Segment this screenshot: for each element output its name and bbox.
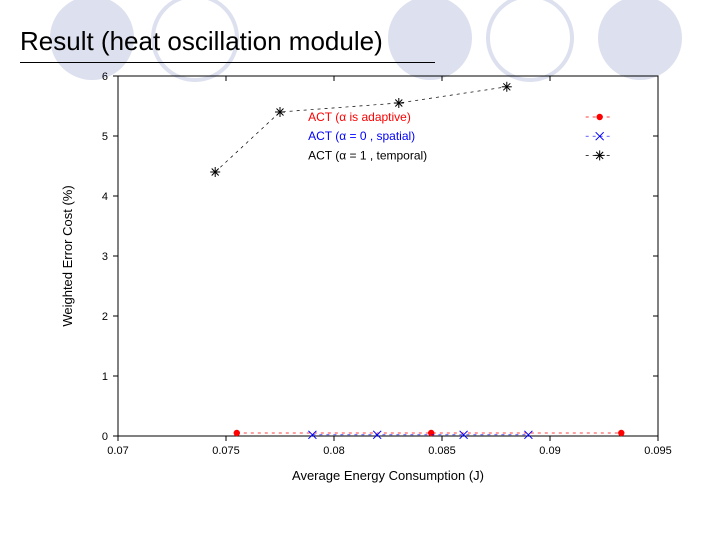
series bbox=[234, 430, 625, 436]
svg-text:Average Energy Consumption (J): Average Energy Consumption (J) bbox=[292, 468, 484, 483]
svg-text:4: 4 bbox=[102, 191, 108, 203]
chart-container: 0.07 0.075 0.08 0.085 0.09 0.095 0 1 2 3 4 5 6 Averag… bbox=[30, 66, 690, 506]
title-underline bbox=[20, 62, 435, 63]
svg-text:ACT (α = 0 , spatial): ACT (α = 0 , spatial) bbox=[308, 129, 415, 143]
svg-text:0.08: 0.08 bbox=[323, 445, 344, 457]
svg-text:5: 5 bbox=[102, 131, 108, 143]
svg-text:6: 6 bbox=[102, 71, 108, 83]
series bbox=[308, 431, 532, 439]
slide-title: Result (heat oscillation module) bbox=[20, 26, 383, 57]
svg-text:0.095: 0.095 bbox=[644, 445, 672, 457]
svg-text:Weighted Error Cost (%): Weighted Error Cost (%) bbox=[60, 185, 75, 326]
svg-text:ACT (α = 1 , temporal): ACT (α = 1 , temporal) bbox=[308, 148, 427, 162]
svg-text:2: 2 bbox=[102, 311, 108, 323]
chart-legend: ACT (α is adaptive) ACT (α = 0 , spatial)… bbox=[308, 110, 614, 162]
error-vs-energy-chart: 0.07 0.075 0.08 0.085 0.09 0.095 0 1 2 3 4 5 6 Averag… bbox=[30, 66, 690, 506]
svg-text:ACT (α is adaptive): ACT (α is adaptive) bbox=[308, 110, 411, 124]
svg-text:0.07: 0.07 bbox=[107, 445, 128, 457]
svg-text:0: 0 bbox=[102, 431, 108, 443]
svg-text:3: 3 bbox=[102, 251, 108, 263]
svg-text:0.09: 0.09 bbox=[539, 445, 560, 457]
svg-text:1: 1 bbox=[102, 371, 108, 383]
svg-text:0.075: 0.075 bbox=[212, 445, 240, 457]
svg-text:0.085: 0.085 bbox=[428, 445, 456, 457]
